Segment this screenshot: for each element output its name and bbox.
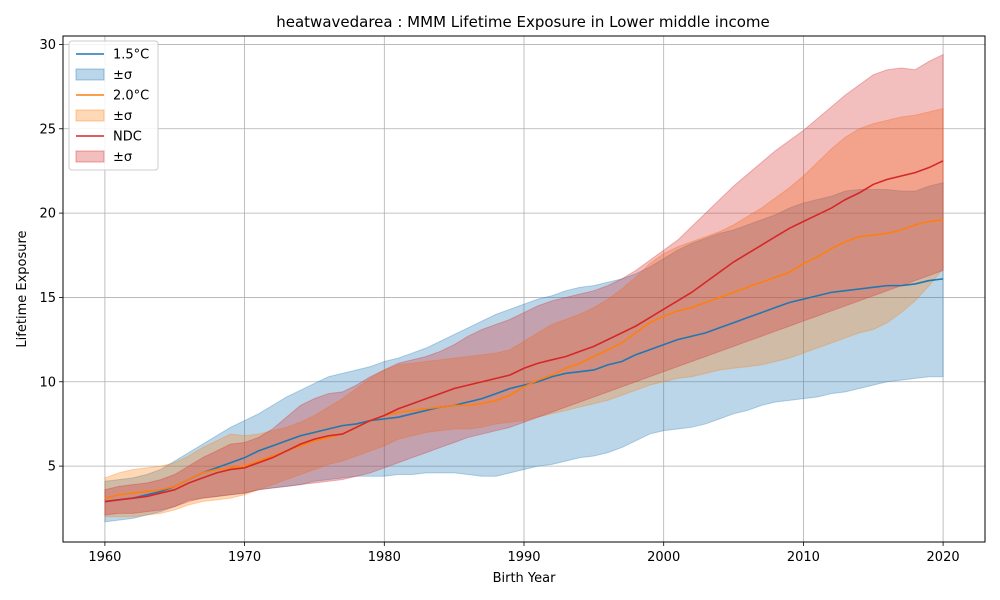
x-tick-label: 2010 bbox=[787, 550, 820, 565]
x-tick-label: 1960 bbox=[88, 550, 121, 565]
grid bbox=[63, 36, 985, 542]
x-axis-label: Birth Year bbox=[493, 571, 557, 586]
y-tick-label: 5 bbox=[48, 460, 56, 475]
y-axis-ticks: 5 10 15 20 25 30 bbox=[39, 38, 63, 475]
legend-label-ndc: NDC bbox=[113, 130, 142, 145]
x-tick-label: 2000 bbox=[647, 550, 680, 565]
legend-swatch-band-ndc bbox=[75, 150, 105, 163]
legend-label-band-ndc: ±σ bbox=[113, 150, 132, 165]
legend-label-band-2-0-c: ±σ bbox=[113, 109, 132, 124]
legend: 1.5°C ±σ 2.0°C ±σ NDC ±σ bbox=[68, 40, 159, 171]
y-tick-label: 15 bbox=[39, 291, 56, 306]
line-1-5-c bbox=[104, 278, 944, 503]
band-2-0-c bbox=[104, 107, 944, 518]
legend-swatch-band-2-0-c bbox=[75, 109, 105, 122]
x-axis-ticks: 1960 1970 1980 1990 2000 2010 2020 bbox=[88, 542, 960, 565]
band-ndc bbox=[104, 53, 944, 516]
line-ndc bbox=[104, 160, 944, 503]
line-2-0-c bbox=[104, 219, 944, 499]
x-tick-label: 2020 bbox=[927, 550, 960, 565]
y-tick-label: 20 bbox=[39, 207, 56, 222]
y-tick-label: 30 bbox=[39, 38, 56, 53]
chart-title: heatwavedarea : MMM Lifetime Exposure in… bbox=[276, 13, 770, 31]
legend-swatch-band-1-5-c bbox=[75, 68, 105, 81]
uncertainty-bands bbox=[104, 53, 944, 523]
x-tick-label: 1980 bbox=[368, 550, 401, 565]
y-tick-label: 25 bbox=[39, 122, 56, 137]
legend-label-1-5-c: 1.5°C bbox=[113, 48, 149, 63]
x-tick-label: 1990 bbox=[507, 550, 540, 565]
x-tick-label: 1970 bbox=[228, 550, 261, 565]
series-lines bbox=[104, 160, 944, 503]
band-1-5-c bbox=[104, 182, 944, 523]
legend-box bbox=[68, 40, 159, 171]
y-axis-label: Lifetime Exposure bbox=[15, 230, 30, 347]
legend-label-band-1-5-c: ±σ bbox=[113, 68, 132, 83]
y-tick-label: 10 bbox=[39, 375, 56, 390]
legend-label-2-0-c: 2.0°C bbox=[113, 89, 149, 104]
